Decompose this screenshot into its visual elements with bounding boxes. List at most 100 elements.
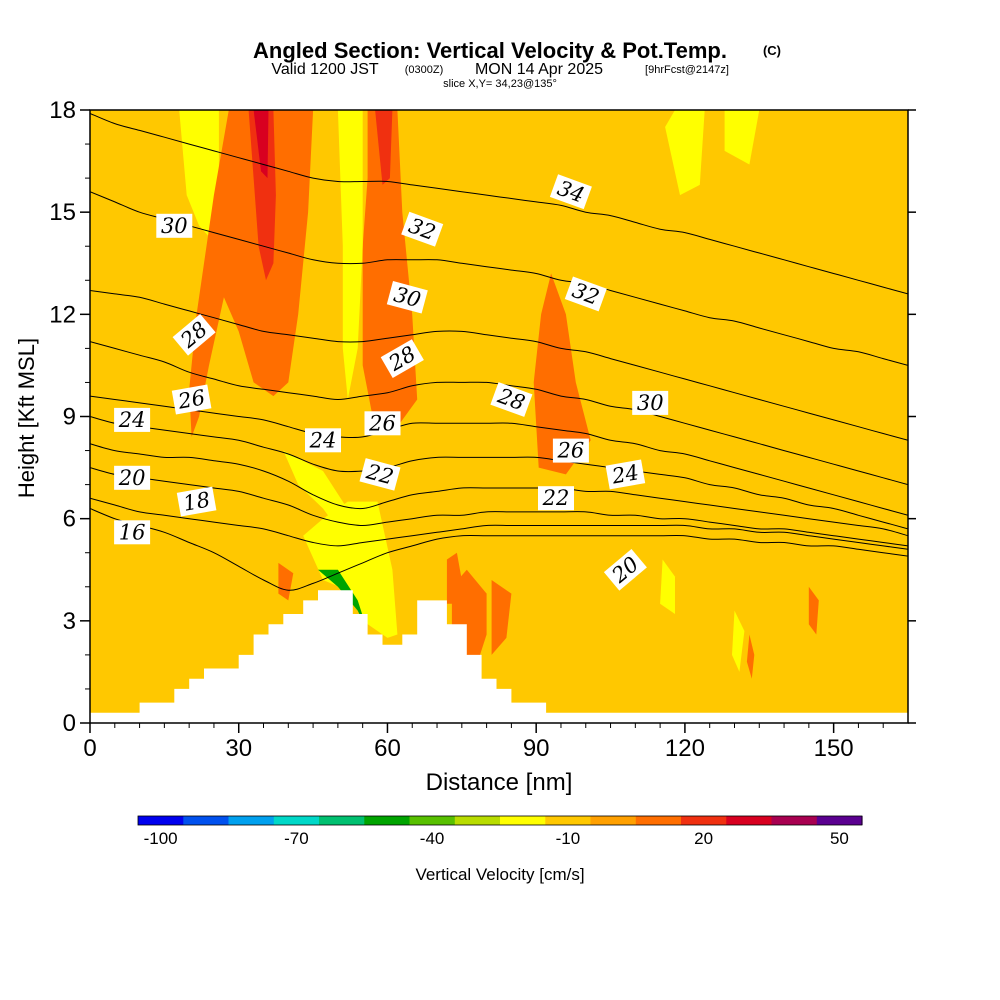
theta-contour-24	[90, 416, 908, 530]
velocity-patch-8	[337, 110, 363, 400]
x-tick-label: 0	[83, 735, 96, 762]
colorbar-swatch-0	[138, 816, 184, 825]
valid-date: MON 14 Apr 2025	[475, 61, 603, 78]
contour-label-19: 24	[605, 459, 646, 490]
y-tick-label: 6	[63, 506, 76, 533]
colorbar-swatch-11	[635, 816, 682, 825]
chart-title: Angled Section: Vertical Velocity & Pot.…	[253, 38, 727, 63]
terrain-mask	[90, 590, 908, 723]
colorbar-swatch-13	[726, 816, 773, 825]
contour-label-0: 30	[156, 213, 193, 238]
contour-label-6: 16	[114, 520, 151, 545]
theta-contour-16	[90, 508, 908, 591]
theta-contour-18	[90, 497, 908, 550]
contour-label-text: 26	[368, 411, 396, 435]
forecast-info: [9hrFcst@2147z]	[645, 64, 729, 76]
x-tick-label: 120	[665, 735, 705, 762]
velocity-patch-21	[746, 634, 755, 679]
theta-contour-26	[90, 395, 908, 516]
contour-label-17: 22	[538, 486, 574, 511]
theta-contour-20	[90, 467, 908, 547]
colorbar-swatch-5	[364, 816, 411, 825]
y-tick-label: 18	[49, 97, 76, 124]
colorbar-swatch-1	[183, 816, 230, 825]
velocity-patch-7	[375, 110, 393, 185]
colorbar-frame	[137, 815, 863, 826]
theta-contour-34	[90, 112, 908, 295]
contour-label-layer: 3028262420181624262228303234322826223024…	[114, 174, 669, 591]
velocity-patch-22	[808, 586, 819, 635]
velocity-patch-20	[732, 610, 745, 672]
velocity-patch-5	[253, 110, 269, 179]
valid-time-prefix: Valid 1200 JST	[271, 61, 379, 78]
y-axis: 0 3 6 9 12 15 18	[49, 97, 916, 737]
colorbar-tick-label: -10	[556, 829, 581, 848]
colorbar-swatch-15	[816, 816, 863, 825]
contour-label-14: 32	[564, 276, 607, 312]
colorbar-tick-label: -100	[144, 829, 178, 848]
contour-label-4: 20	[114, 465, 151, 490]
colorbar-tick-label: -40	[420, 829, 445, 848]
contour-label-text: 20	[118, 466, 146, 490]
theta-contour-30	[90, 290, 908, 441]
colorbar-swatch-6	[409, 816, 456, 825]
x-tick-label: 30	[225, 735, 252, 762]
velocity-patch-17	[665, 110, 705, 196]
colorbar-label: Vertical Velocity [cm/s]	[415, 865, 584, 884]
colorbar-swatch-8	[500, 816, 546, 825]
colorbar-swatch-12	[681, 816, 727, 825]
contour-label-text: 18	[181, 487, 211, 515]
contour-label-2: 26	[171, 384, 212, 415]
theta-contour-32	[90, 191, 908, 366]
colorbar-tick-label: 50	[830, 829, 849, 848]
velocity-field-layer	[179, 110, 819, 679]
contour-label-3: 24	[114, 407, 151, 432]
contour-label-text: 24	[309, 428, 337, 452]
velocity-patch-13	[533, 273, 591, 475]
contour-label-7: 24	[305, 428, 341, 453]
y-tick-label: 12	[49, 301, 76, 328]
contour-label-16: 26	[552, 438, 589, 463]
contour-label-1: 28	[172, 314, 216, 356]
contour-label-text: 24	[118, 408, 146, 432]
velocity-patch-2	[179, 110, 219, 240]
velocity-patch-4	[248, 110, 276, 281]
velocity-patch-3	[189, 110, 314, 437]
colorbar	[137, 815, 863, 826]
x-axis: 0 30 60 90 120 150	[83, 723, 884, 762]
colorbar-swatch-14	[771, 816, 818, 825]
x-tick-label: 60	[374, 735, 401, 762]
velocity-patch-15	[491, 580, 512, 655]
colorbar-swatch-3	[273, 816, 320, 825]
colorbar-swatch-2	[228, 816, 275, 825]
contour-label-5: 18	[176, 486, 217, 517]
chart-title-unit: (C)	[763, 43, 781, 58]
velocity-patch-11	[318, 569, 368, 631]
y-tick-label: 3	[63, 608, 76, 635]
contour-label-text: 22	[542, 486, 570, 510]
contour-label-text: 16	[119, 520, 146, 544]
theta-contour-22	[90, 443, 908, 537]
contour-label-18: 30	[632, 390, 669, 415]
velocity-patch-18	[724, 110, 760, 165]
x-tick-label: 150	[814, 735, 854, 762]
theta-contour-layer	[90, 112, 908, 591]
colorbar-tick-label: -70	[284, 829, 309, 848]
colorbar-tick-label: 20	[694, 829, 713, 848]
colorbar-swatch-10	[590, 816, 637, 825]
velocity-patch-19	[660, 559, 675, 614]
valid-time-utc: (0300Z)	[405, 64, 444, 76]
velocity-patch-10	[303, 501, 398, 638]
contour-label-text: 26	[557, 439, 585, 463]
slice-info: slice X,Y= 34,23@135°	[443, 78, 557, 90]
y-tick-label: 9	[63, 404, 76, 431]
contour-label-text: 24	[609, 460, 640, 488]
contour-label-text: 30	[637, 391, 664, 415]
colorbar-swatch-9	[545, 816, 592, 825]
y-tick-label: 15	[49, 199, 76, 226]
colorbar-swatch-4	[319, 816, 365, 825]
contour-label-text: 26	[175, 385, 206, 413]
plot-area: 3028262420181624262228303234322826223024…	[90, 110, 908, 723]
velocity-patch-16	[278, 562, 294, 601]
